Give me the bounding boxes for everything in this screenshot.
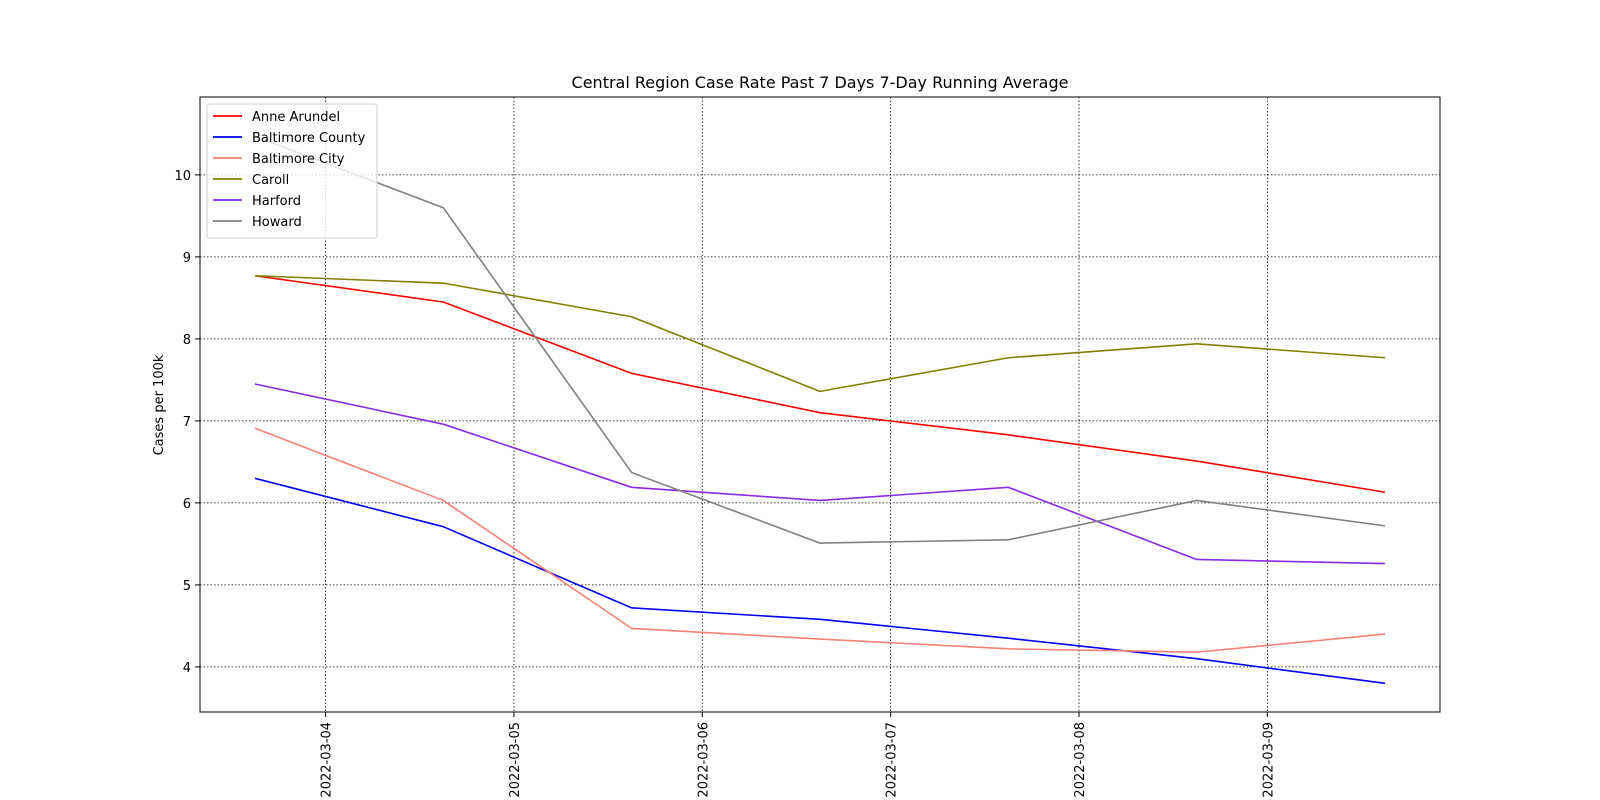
data-point	[1196, 651, 1198, 653]
legend-box	[206, 103, 378, 239]
chart-title: Central Region Case Rate Past 7 Days 7-D…	[572, 73, 1069, 92]
series-line-anne-arundel	[254, 274, 1386, 494]
data-point	[1384, 357, 1386, 359]
data-point	[819, 542, 821, 544]
data-point	[442, 301, 444, 303]
data-point	[631, 486, 633, 488]
data-point	[1384, 491, 1386, 493]
legend: Anne Arundel Baltimore County Baltimore Ci…	[206, 103, 378, 239]
legend-label: Caroll	[252, 173, 289, 188]
data-point	[1196, 499, 1198, 501]
x-tick-label: 2022-03-05	[508, 722, 523, 798]
y-tick-label: 8	[183, 333, 191, 348]
data-point	[819, 390, 821, 392]
series-line-baltimore-county	[254, 477, 1386, 685]
data-point	[1007, 637, 1009, 639]
data-point	[442, 282, 444, 284]
data-point	[819, 618, 821, 620]
data-point	[631, 316, 633, 318]
legend-label: Howard	[252, 215, 302, 230]
data-point	[1007, 648, 1009, 650]
y-tick-label: 5	[183, 579, 191, 594]
y-tick-label: 7	[183, 415, 191, 430]
data-point	[442, 526, 444, 528]
legend-label: Baltimore City	[252, 152, 345, 167]
series-line-harford	[254, 383, 1386, 565]
data-point	[254, 275, 256, 277]
x-axis: 2022-03-04 2022-03-05 2022-03-06 2022-03-07…	[320, 712, 1276, 798]
data-point	[1007, 486, 1009, 488]
data-point	[631, 627, 633, 629]
x-tick-label: 2022-03-04	[320, 722, 335, 798]
data-point	[1196, 558, 1198, 560]
y-tick-label: 4	[183, 661, 191, 676]
x-tick-label: 2022-03-08	[1073, 722, 1088, 798]
x-tick-label: 2022-03-06	[696, 722, 711, 798]
data-point	[1196, 658, 1198, 660]
data-point	[442, 499, 444, 501]
data-point	[442, 207, 444, 209]
data-point	[1007, 539, 1009, 541]
x-tick-label: 2022-03-07	[885, 722, 900, 798]
data-point	[254, 427, 256, 429]
y-tick-label: 9	[183, 251, 191, 266]
data-point	[631, 372, 633, 374]
data-point	[631, 472, 633, 474]
y-tick-label: 6	[183, 497, 191, 512]
data-point	[1384, 525, 1386, 527]
data-point	[819, 638, 821, 640]
series-lines	[254, 135, 1386, 685]
data-point	[1384, 682, 1386, 684]
x-tick-label: 2022-03-09	[1261, 722, 1276, 798]
data-point	[1007, 434, 1009, 436]
plot-frame	[199, 96, 1441, 713]
data-point	[631, 607, 633, 609]
data-point	[1384, 563, 1386, 565]
series-line-caroll	[254, 274, 1386, 393]
data-point	[1007, 357, 1009, 359]
y-axis: 4 5 6 7 8 9 10	[174, 169, 200, 676]
data-point	[819, 499, 821, 501]
series-line-howard	[254, 135, 1386, 544]
data-point	[254, 477, 256, 479]
series-line-baltimore-city	[254, 427, 1386, 653]
data-point	[1196, 460, 1198, 462]
data-point	[1196, 343, 1198, 345]
data-point	[254, 383, 256, 385]
data-point	[1384, 633, 1386, 635]
data-point	[442, 423, 444, 425]
legend-label: Baltimore County	[252, 131, 366, 146]
legend-label: Harford	[252, 194, 301, 209]
data-point	[819, 412, 821, 414]
legend-label: Anne Arundel	[252, 110, 340, 125]
y-axis-label: Cases per 100k	[152, 354, 167, 455]
y-tick-label: 10	[174, 169, 191, 184]
